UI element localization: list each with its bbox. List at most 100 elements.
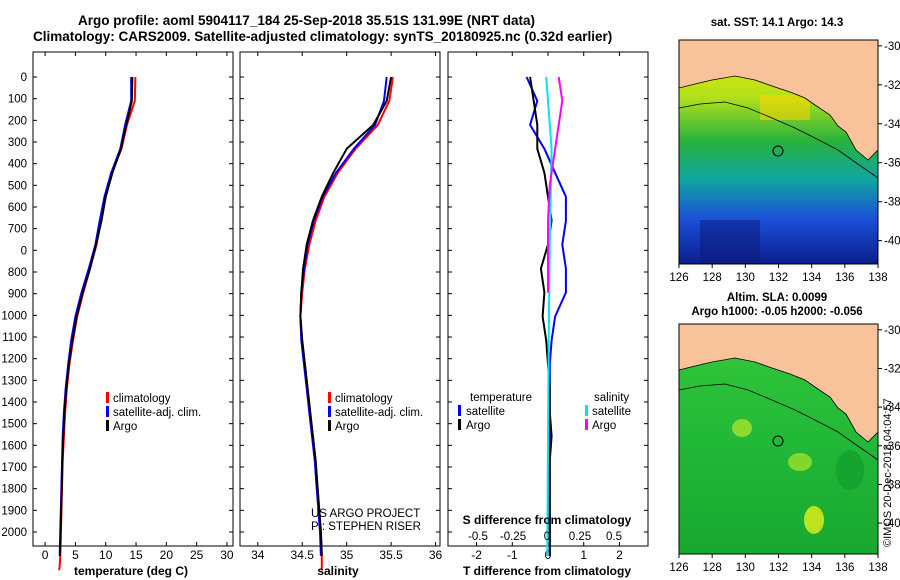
lon-tick-label: 126 (669, 562, 688, 574)
depth-tick-label: 100 (8, 94, 27, 106)
legend-marker-t-argo (458, 419, 461, 430)
legend-label-argo: Argo (113, 421, 137, 433)
sla-coastline (678, 357, 879, 443)
x-tick-label: 0 (42, 548, 49, 562)
lon-tick-label: 126 (669, 272, 688, 284)
x-tick-label: -2 (471, 548, 482, 562)
profile-line-argo (59, 76, 134, 556)
salinity-profile-lines (299, 76, 394, 571)
lon-tick-label: 138 (868, 562, 887, 574)
depth-tick-label: 1400 (1, 397, 27, 409)
x-tick-label: 1 (580, 548, 587, 562)
figure-title-line-1: Argo profile: aoml 5904117_184 25-Sep-20… (78, 13, 535, 28)
s-difference-tick-label: 0 (544, 531, 550, 543)
salinity-panel-frame (239, 51, 441, 547)
profile-line-argo (529, 76, 553, 556)
legend-marker-satellite (106, 406, 109, 417)
s-difference-label: S difference from climatology (463, 513, 632, 527)
depth-tick-label: 1500 (1, 419, 27, 431)
figure-title-line-2: Climatology: CARS2009. Satellite-adjuste… (33, 29, 613, 44)
legend-marker-climatology (328, 392, 331, 403)
salinity-legend: climatology satellite-adj. clim. Argo (328, 392, 423, 433)
sst-depth-contour (678, 101, 879, 179)
legend-marker-climatology (106, 392, 109, 403)
x-tick-label: 34.5 (291, 548, 315, 562)
depth-tick-label: 900 (8, 289, 27, 301)
sla-map (678, 323, 879, 555)
sst-float-position-marker (772, 145, 784, 157)
depth-tick-label: 1300 (1, 375, 27, 387)
lon-tick-label: 136 (835, 272, 854, 284)
x-tick-label: 34 (251, 548, 265, 562)
x-tick-label: 5 (72, 548, 79, 562)
lon-tick-label: 138 (868, 272, 887, 284)
lon-tick-label: 128 (703, 562, 722, 574)
depth-tick-label: 1200 (1, 354, 27, 366)
s-difference-tick-label: 0.5 (606, 531, 622, 543)
lat-tick-label: -36 (884, 158, 900, 170)
sla-land (679, 324, 878, 442)
difference-profile-lines (525, 76, 567, 556)
profile-line-salinity-satellite (545, 76, 553, 556)
temperature-panel-frame (32, 51, 234, 547)
s-difference-tick-label: 0.25 (569, 531, 591, 543)
x-tick-label: 25 (190, 548, 204, 562)
pi-credit: PI: STEPHEN RISER (311, 521, 421, 533)
lat-tick-label: -40 (884, 236, 900, 248)
legend-label-climatology: climatology (335, 393, 393, 405)
legend-marker-argo (328, 420, 331, 431)
imos-timestamp: ©IMOS 20-Dec-2018 04:04:57 (882, 398, 894, 547)
sst-coastline (678, 75, 879, 161)
sst-cold-patch (700, 220, 760, 264)
depth-tick-label: 2000 (1, 527, 27, 539)
sla-high-patch-3 (804, 506, 824, 534)
x-tick-label: 36 (429, 548, 443, 562)
lat-tick-label: -34 (884, 119, 900, 131)
lat-tick-label: -40 (884, 518, 900, 530)
legend-label-satellite: satellite-adj. clim. (113, 407, 201, 419)
lon-tick-label: 130 (736, 272, 755, 284)
depth-tick-label: 700 (8, 224, 27, 236)
lon-tick-label: 128 (703, 272, 722, 284)
legend-label-climatology: climatology (113, 393, 171, 405)
profile-line-argo (299, 76, 393, 556)
t-difference-label: T difference from climatology (463, 564, 631, 578)
legend-label-s-argo: Argo (592, 420, 616, 432)
sst-map-axes: -30 -32 -34 -36 -38 -40 126 128 130 132 134 136 138 (669, 41, 900, 284)
legend-title-temperature: temperature (470, 392, 532, 404)
s-difference-tick-label: -0.5 (468, 531, 488, 543)
lat-tick-label: -36 (884, 441, 900, 453)
lat-tick-label: -30 (884, 41, 900, 53)
lon-tick-label: 136 (835, 562, 854, 574)
lat-tick-label: -32 (884, 80, 900, 92)
legend-marker-satellite (328, 406, 331, 417)
x-tick-label: 15 (129, 548, 143, 562)
lat-tick-label: -38 (884, 479, 900, 491)
salinity-x-axis: 34 34.5 35 35.5 36 (251, 52, 443, 562)
lon-tick-label: 134 (802, 272, 822, 284)
sla-map-axes: -30 -32 -34 -36 -38 -40 126 128 130 132 134 136 138 (669, 325, 900, 574)
legend-label-satellite: satellite-adj. clim. (335, 407, 423, 419)
x-tick-label: 2 (616, 548, 623, 562)
x-tick-label: 35 (340, 548, 354, 562)
sst-map (678, 39, 879, 265)
legend-label-t-satellite: satellite (466, 406, 505, 418)
lat-tick-label: -32 (884, 363, 900, 375)
depth-tick-label: 1800 (1, 484, 27, 496)
x-tick-label: -1 (507, 548, 518, 562)
x-tick-label: 20 (160, 548, 174, 562)
sla-high-patch-2 (788, 453, 812, 471)
legend-marker-argo (106, 420, 109, 431)
legend-marker-t-satellite (458, 405, 461, 416)
legend-marker-s-argo (585, 419, 588, 430)
sla-low-patch (836, 450, 864, 490)
temperature-profile-lines (58, 76, 137, 571)
lat-tick-label: -34 (884, 402, 900, 414)
lat-tick-label: -38 (884, 197, 900, 209)
depth-tick-label: 0 (21, 72, 27, 84)
depth-tick-label: 1600 (1, 440, 27, 452)
lon-tick-label: 134 (802, 562, 822, 574)
s-difference-ticks: -0.5 -0.25 0 0.25 0.5 (468, 531, 622, 543)
depth-tick-label: 500 (8, 180, 27, 192)
